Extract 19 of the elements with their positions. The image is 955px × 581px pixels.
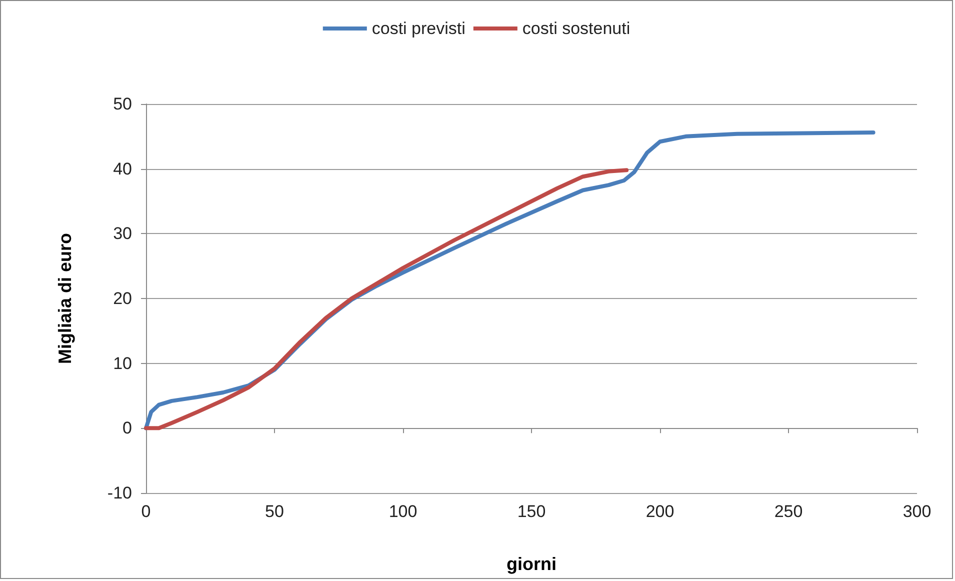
y-axis-title: Migliaia di euro — [55, 232, 75, 364]
x-tick-label: 250 — [774, 502, 803, 521]
y-tick-label: 50 — [113, 94, 132, 114]
x-tick-label: 300 — [902, 502, 932, 521]
y-tick-label: 40 — [113, 159, 132, 178]
x-tick-label: 0 — [141, 502, 151, 521]
y-tick-label: 30 — [113, 224, 132, 244]
y-tick-label: 20 — [113, 289, 132, 308]
x-tick-label: 100 — [388, 502, 418, 521]
x-tick-label: 200 — [646, 502, 674, 521]
line-series — [144, 168, 629, 430]
y-tick-label: -10 — [107, 484, 132, 502]
legend-label: costi previsti — [372, 19, 466, 38]
x-tick-label: 50 — [265, 502, 284, 521]
x-axis-title: giorni — [506, 554, 556, 574]
y-tick-label: 10 — [113, 354, 132, 373]
y-tick-label: 0 — [122, 418, 132, 438]
x-tick-label: 150 — [517, 502, 546, 521]
legend-label: costi sostenuti — [522, 19, 630, 38]
